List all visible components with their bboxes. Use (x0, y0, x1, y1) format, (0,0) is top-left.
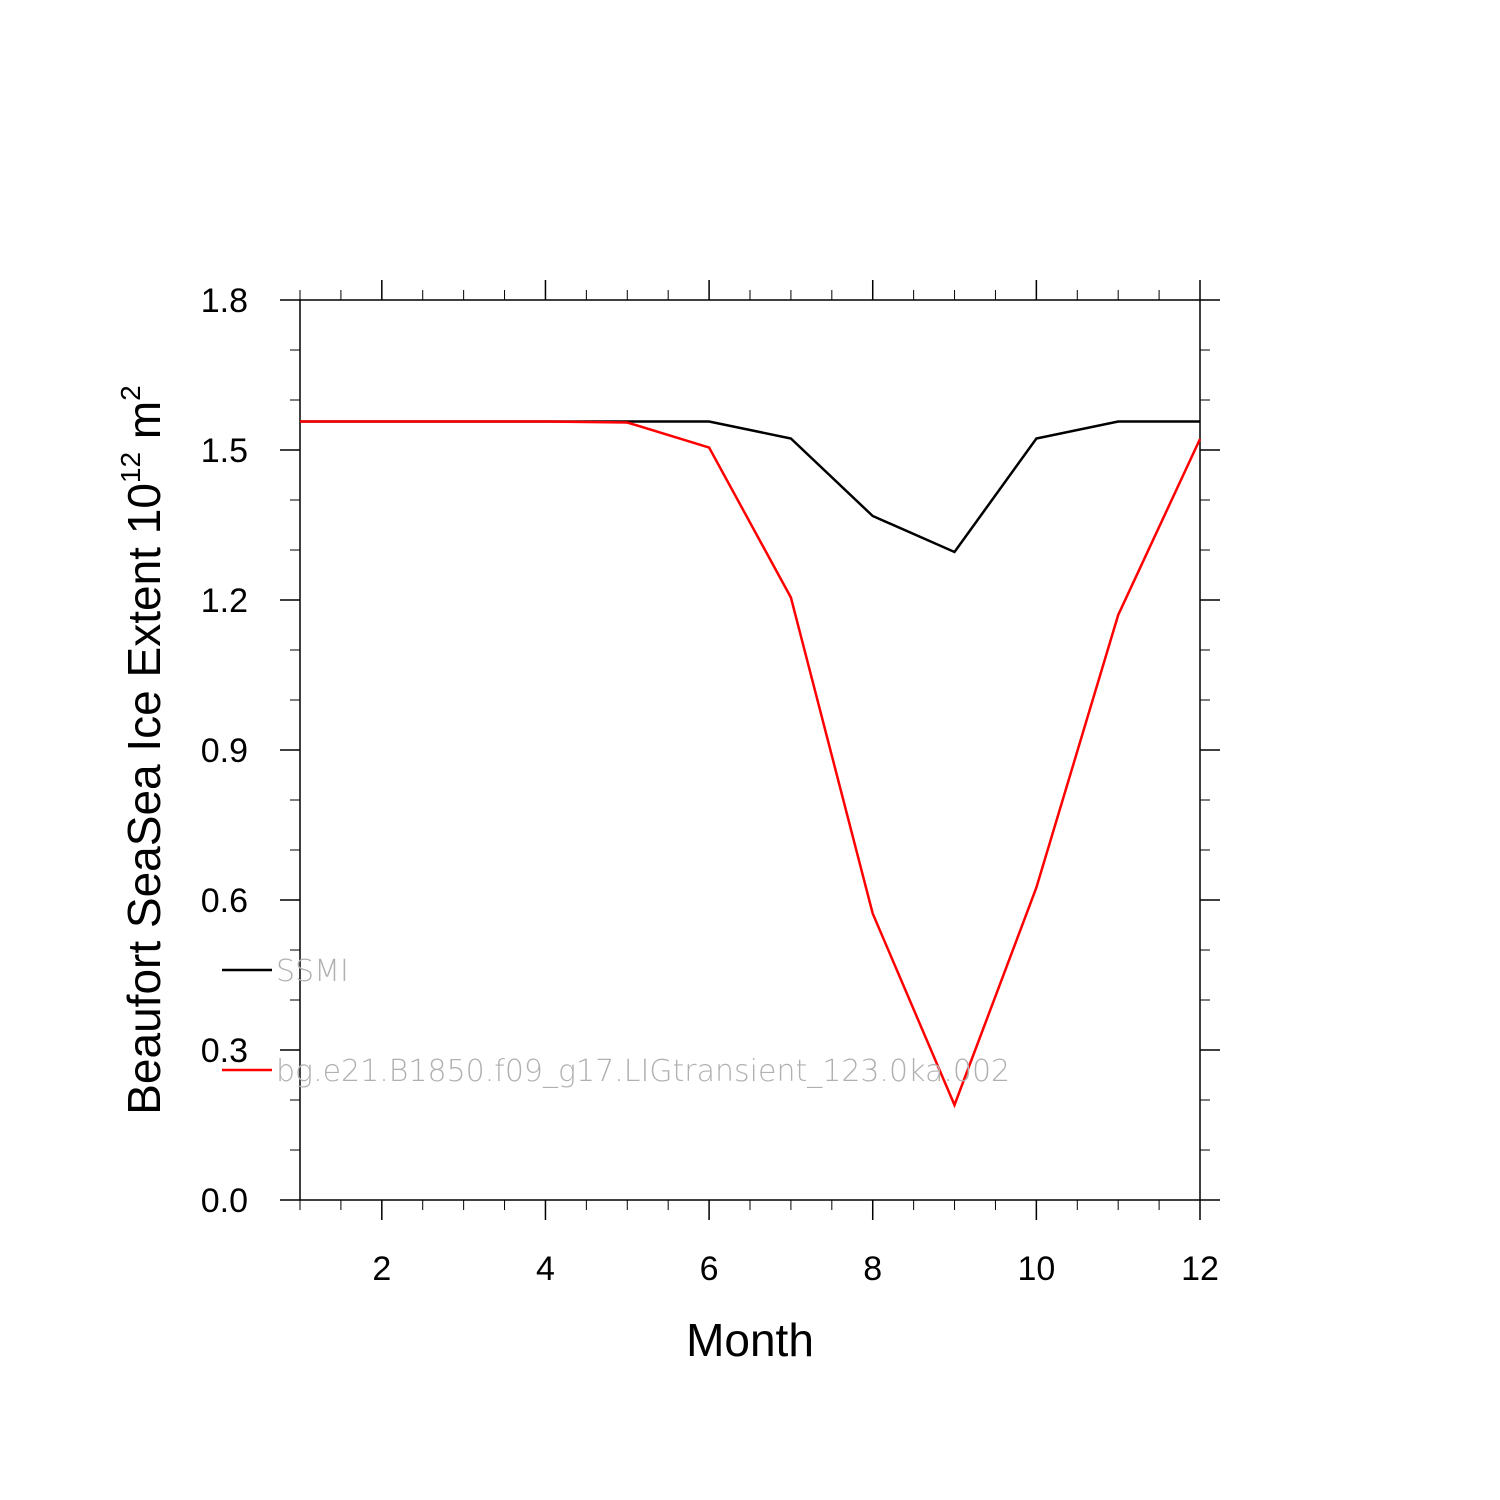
x-tick-label: 12 (1181, 1250, 1219, 1288)
y-tick-label: 0.3 (201, 1032, 248, 1070)
legend: SSMI bg.e21.B1850.f09_g17.LIGtransient_12… (222, 954, 1010, 1089)
y-tick-label: 1.2 (201, 582, 248, 620)
y-axis-title-exponent: 12 (115, 452, 146, 483)
x-axis-title: Month (686, 1314, 814, 1366)
y-tick-label: 0.6 (201, 882, 248, 920)
tick-labels: 2 4 6 8 10 12 0.0 0.3 0.6 0.9 1.2 1.5 1.8 (201, 282, 1219, 1288)
y-axis-title: Beaufort SeaSea Ice Extent 1012 m2 (115, 385, 170, 1115)
y-tick-label: 0.0 (201, 1182, 248, 1220)
x-tick-label: 4 (536, 1250, 555, 1288)
x-tick-label: 2 (372, 1250, 391, 1288)
series-line-2 (300, 420, 1202, 1109)
y-axis-title-unit-exponent: 2 (115, 385, 146, 401)
y-tick-label: 1.8 (201, 282, 248, 320)
x-tick-label: 10 (1017, 1250, 1055, 1288)
y-axis-title-main: Beaufort SeaSea Ice Extent 10 (118, 483, 170, 1115)
x-tick-label: 6 (700, 1250, 719, 1288)
series-line-1 (300, 420, 1200, 554)
legend-label: SSMI (276, 954, 349, 989)
y-tick-label: 0.9 (201, 732, 248, 770)
y-tick-label: 1.5 (201, 432, 248, 470)
series-lines (300, 420, 1202, 1109)
legend-label: bg.e21.B1850.f09_g17.LIGtransient_123.0k… (276, 1054, 1010, 1089)
axis-ticks (280, 280, 1220, 1220)
x-tick-label: 8 (863, 1250, 882, 1288)
y-axis-title-unit: m (118, 401, 170, 452)
